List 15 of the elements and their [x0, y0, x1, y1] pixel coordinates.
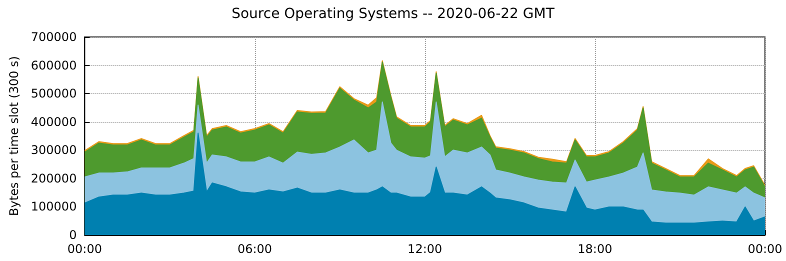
- x-tick-label: 00:00: [748, 242, 782, 256]
- y-axis-title: Bytes per time slot (300 s): [7, 56, 21, 216]
- y-tick-label: 300000: [30, 143, 77, 158]
- y-tick-label: 400000: [30, 114, 77, 129]
- chart-title: Source Operating Systems -- 2020-06-22 GMT: [232, 6, 555, 22]
- y-tick-label: 700000: [30, 30, 77, 44]
- x-tick-label: 18:00: [578, 242, 612, 256]
- x-tick-label: 06:00: [237, 242, 272, 256]
- y-tick-label: 200000: [30, 171, 77, 186]
- y-tick-label: 500000: [30, 86, 77, 101]
- y-tick-label: 100000: [30, 200, 77, 214]
- y-tick-label: 0: [69, 228, 77, 242]
- x-tick-label: 00:00: [67, 242, 102, 256]
- x-tick-label: 12:00: [408, 242, 442, 256]
- y-tick-label: 600000: [30, 58, 77, 72]
